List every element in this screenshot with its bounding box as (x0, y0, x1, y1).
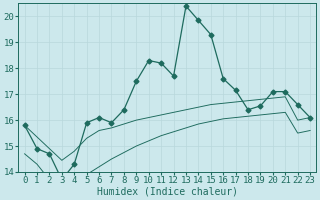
X-axis label: Humidex (Indice chaleur): Humidex (Indice chaleur) (97, 187, 238, 197)
